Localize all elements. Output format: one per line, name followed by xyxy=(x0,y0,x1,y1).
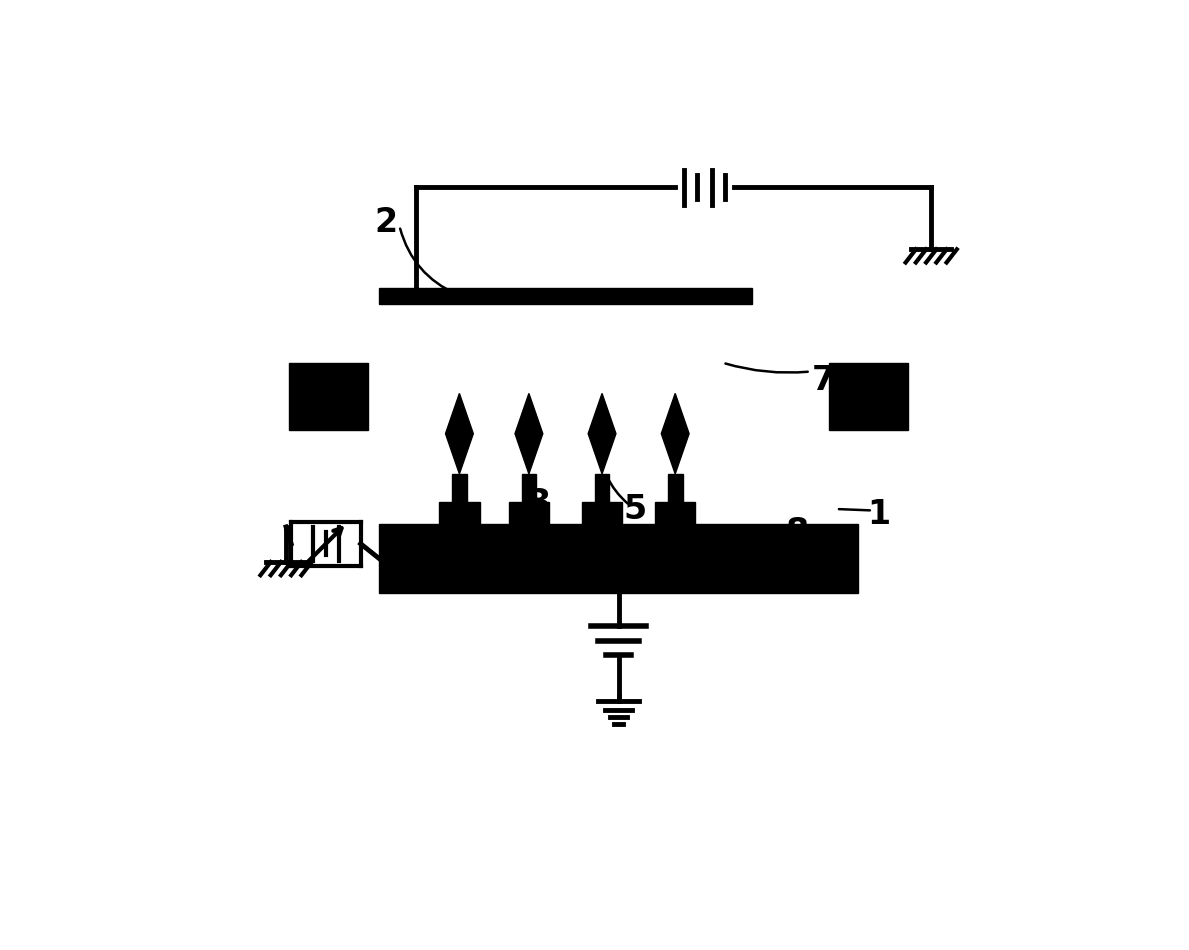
Text: 2: 2 xyxy=(375,206,398,238)
Bar xyxy=(522,474,536,502)
Bar xyxy=(509,502,549,523)
Text: 1: 1 xyxy=(867,498,891,531)
Polygon shape xyxy=(661,393,690,474)
Bar xyxy=(289,363,367,430)
Polygon shape xyxy=(515,393,543,474)
Bar xyxy=(655,502,696,523)
Text: 6: 6 xyxy=(296,377,320,410)
Bar xyxy=(439,502,479,523)
Text: 7: 7 xyxy=(812,365,836,397)
Bar xyxy=(829,363,908,430)
Bar xyxy=(452,474,467,502)
Text: 8: 8 xyxy=(786,516,810,549)
Bar xyxy=(379,523,858,593)
Bar xyxy=(668,474,682,502)
Bar xyxy=(581,502,622,523)
Text: 3: 3 xyxy=(528,486,552,520)
Polygon shape xyxy=(589,393,616,474)
Text: 4: 4 xyxy=(389,525,413,559)
Polygon shape xyxy=(446,393,473,474)
Bar xyxy=(594,474,610,502)
Text: 5: 5 xyxy=(623,492,647,525)
Bar xyxy=(379,288,751,304)
